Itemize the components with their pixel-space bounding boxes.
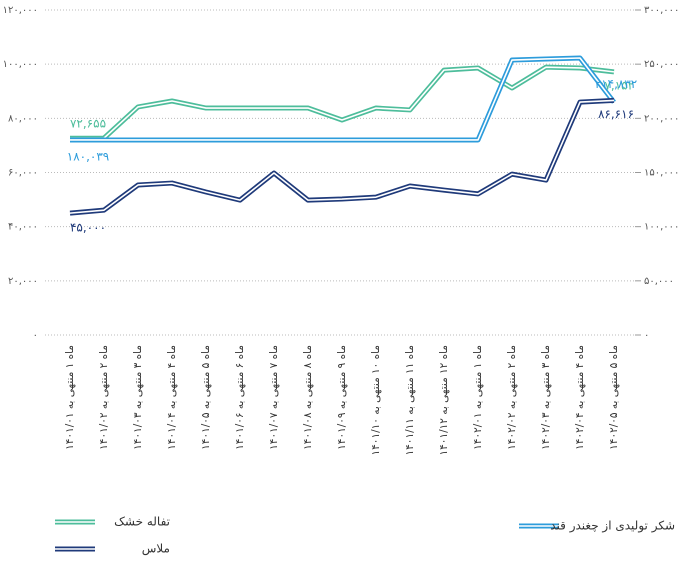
x-tick-label: ماه ۴ منتهی به ۱۴۰۲/۰۴ — [574, 345, 586, 450]
x-tick-label: ماه ۱۲ منتهی به ۱۴۰۱/۱۲ — [438, 345, 450, 455]
data-label: ۷۲,۶۵۵ — [70, 117, 106, 131]
x-tick-label: ماه ۲ منتهی به ۱۴۰۱/۰۲ — [98, 345, 110, 450]
x-tick-label: ماه ۱۱ منتهی به ۱۴۰۱/۱۱ — [404, 345, 416, 455]
x-tick-label: ماه ۹ منتهی به ۱۴۰۱/۰۹ — [336, 345, 348, 450]
y2-tick-label: ۳۰۰,۰۰۰ — [644, 5, 679, 16]
x-tick-label: ماه ۷ منتهی به ۱۴۰۱/۰۷ — [268, 345, 280, 450]
y-tick-label: ۴۰,۰۰۰ — [8, 222, 38, 233]
y2-tick-label: ۵۰,۰۰۰ — [644, 276, 674, 287]
x-tick-label: ماه ۱ منتهی به ۱۴۰۲/۰۱ — [472, 345, 484, 450]
data-label: ۱۸۰,۰۳۹ — [67, 149, 110, 163]
y2-tick-label: ۲۵۰,۰۰۰ — [644, 59, 679, 70]
x-tick-label: ماه ۵ منتهی به ۱۴۰۱/۰۵ — [200, 345, 212, 450]
data-label: ۲۱۴,۸۳۲ — [595, 77, 638, 91]
y-tick-label: ۶۰,۰۰۰ — [8, 168, 38, 179]
x-tick-label: ماه ۳ منتهی به ۱۴۰۲/۰۳ — [540, 345, 552, 450]
y2-tick-label: ۱۵۰,۰۰۰ — [644, 168, 679, 179]
y-tick-label: ۲۰,۰۰۰ — [8, 276, 38, 287]
legend-label: ملاس — [142, 542, 170, 557]
legend-label: شکر تولیدی از چغندر قند — [550, 519, 675, 534]
series-line — [70, 55, 616, 143]
series-line-inner — [69, 99, 615, 214]
x-tick-label: ماه ۱۰ منتهی به ۱۴۰۱/۱۰ — [370, 345, 382, 455]
x-tick-label: ماه ۵ منتهی به ۱۴۰۲/۰۵ — [608, 345, 620, 450]
y2-tick-label: ۱۰۰,۰۰۰ — [644, 222, 679, 233]
data-label: ۴۵,۰۰۰ — [70, 221, 106, 235]
x-tick-label: ماه ۶ منتهی به ۱۴۰۱/۰۶ — [234, 345, 246, 450]
x-tick-label: ماه ۱ منتهی به ۱۴۰۱/۰۱ — [64, 345, 76, 450]
legend-label: تفاله خشک — [114, 515, 170, 529]
y-tick-label: ۸۰,۰۰۰ — [8, 113, 38, 124]
series-line-inner — [69, 66, 615, 140]
x-tick-label: ماه ۸ منتهی به ۱۴۰۱/۰۸ — [302, 345, 314, 450]
x-tick-label: ماه ۳ منتهی به ۱۴۰۱/۰۳ — [132, 345, 144, 450]
y2-tick-label: ۲۰۰,۰۰۰ — [644, 113, 679, 124]
y-tick-label: ۰ — [33, 330, 38, 341]
series-line — [69, 64, 615, 141]
y2-tick-label: ۰ — [644, 330, 649, 341]
y-tick-label: ۱۲۰,۰۰۰ — [3, 5, 38, 16]
x-tick-label: ماه ۴ منتهی به ۱۴۰۱/۰۴ — [166, 345, 178, 450]
x-tick-label: ماه ۲ منتهی به ۱۴۰۲/۰۲ — [506, 345, 518, 450]
data-label: ۸۶,۶۱۶ — [598, 107, 634, 121]
y-tick-label: ۱۰۰,۰۰۰ — [3, 59, 38, 70]
series-line-inner — [70, 57, 615, 141]
data-label: ۹۷,۱۵۲ — [598, 78, 634, 92]
